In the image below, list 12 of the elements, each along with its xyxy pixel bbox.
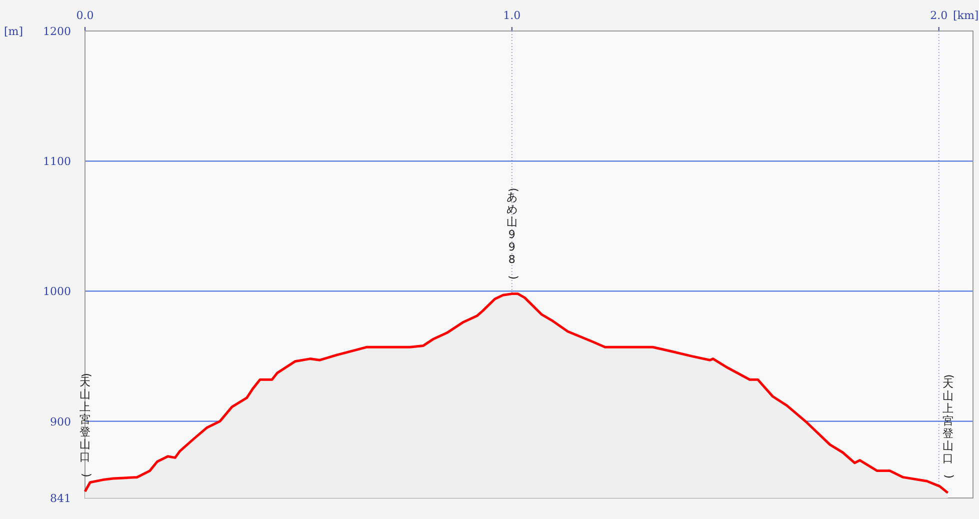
y-tick-label: 1200 xyxy=(43,25,71,38)
y-tick-label: 1100 xyxy=(43,155,71,168)
text: (天山上宮登山口) xyxy=(80,372,93,478)
y-tick-label: 841 xyxy=(50,492,71,505)
annotation: (あめ山998) xyxy=(506,188,520,280)
y-tick-label: 1000 xyxy=(43,285,71,298)
x-tick-label: 1.0 xyxy=(503,9,521,22)
x-tick-label: 0.0 xyxy=(76,9,94,22)
x-axis-title: [km] xyxy=(953,9,979,22)
x-tick-label: 2.0 xyxy=(930,9,948,22)
y-axis-title: [m] xyxy=(4,25,24,38)
y-tick-label: 900 xyxy=(50,415,71,428)
